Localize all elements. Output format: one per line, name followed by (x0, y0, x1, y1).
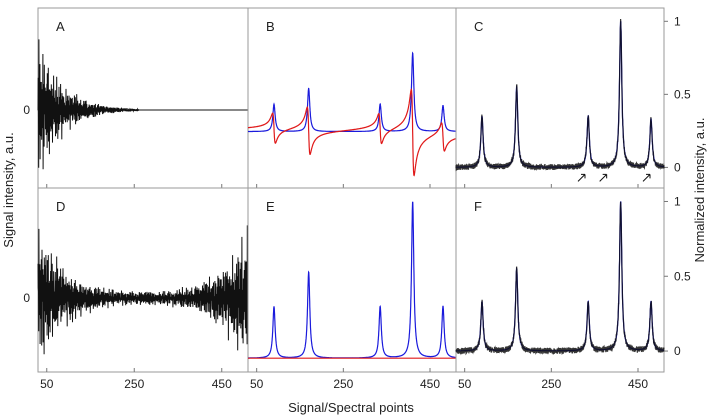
y-tick-label: 0 (674, 344, 681, 358)
panel-label: A (56, 19, 65, 34)
x-tick-label: 450 (212, 377, 232, 391)
panel-frame (37, 187, 249, 373)
y-axis-title-left: Signal intensity, a.u. (1, 132, 16, 247)
annotation-arrow (599, 173, 608, 182)
y-tick-label: 1 (674, 14, 681, 28)
panel-frame (247, 187, 457, 373)
time-signal-trace (37, 39, 248, 170)
panel-b: B (247, 7, 457, 189)
panel-d: D 50 250 450 0 (23, 187, 249, 391)
y-tick-label: 0 (23, 291, 30, 305)
y-tick-label: 1 (674, 194, 681, 208)
panel-label: F (474, 199, 482, 214)
y-axis-title-right: Normalized intensity, a.u. (692, 118, 707, 263)
series-reference (455, 201, 665, 356)
panel-frame (455, 187, 665, 373)
x-tick-label: 450 (420, 377, 440, 391)
x-axis-title: Signal/Spectral points (288, 400, 414, 415)
series-reconstructed (456, 201, 664, 352)
time-signal-trace (37, 225, 249, 355)
y-tick-label: 0 (23, 103, 30, 117)
x-tick-label: 250 (124, 377, 144, 391)
annotation-arrow (577, 173, 586, 182)
panel-label: C (474, 19, 483, 34)
panel-frame (247, 7, 457, 189)
y-tick-label: 0.5 (674, 87, 691, 101)
panel-f: F 50 250 450 0 0.5 1 (455, 187, 691, 391)
panel-label: B (266, 19, 275, 34)
series-reconstructed (456, 21, 665, 168)
panel-c: C 0 0.5 1 (455, 7, 691, 189)
x-tick-label: 50 (250, 377, 264, 391)
panel-a: A0 (23, 7, 249, 189)
series-dispersion (247, 88, 457, 177)
x-tick-label: 50 (458, 377, 472, 391)
panel-e: E 50 250 450 (247, 187, 457, 391)
series-reference (455, 18, 665, 172)
series-absorption (248, 201, 456, 359)
x-tick-label: 250 (541, 377, 561, 391)
x-tick-label: 50 (40, 377, 54, 391)
series-absorption (248, 51, 456, 133)
y-tick-label: 0 (674, 160, 681, 174)
x-tick-label: 250 (333, 377, 353, 391)
x-tick-label: 450 (628, 377, 648, 391)
panel-label: D (56, 199, 65, 214)
annotation-arrow (642, 173, 651, 182)
y-tick-label: 0.5 (674, 269, 691, 283)
panel-label: E (266, 199, 275, 214)
